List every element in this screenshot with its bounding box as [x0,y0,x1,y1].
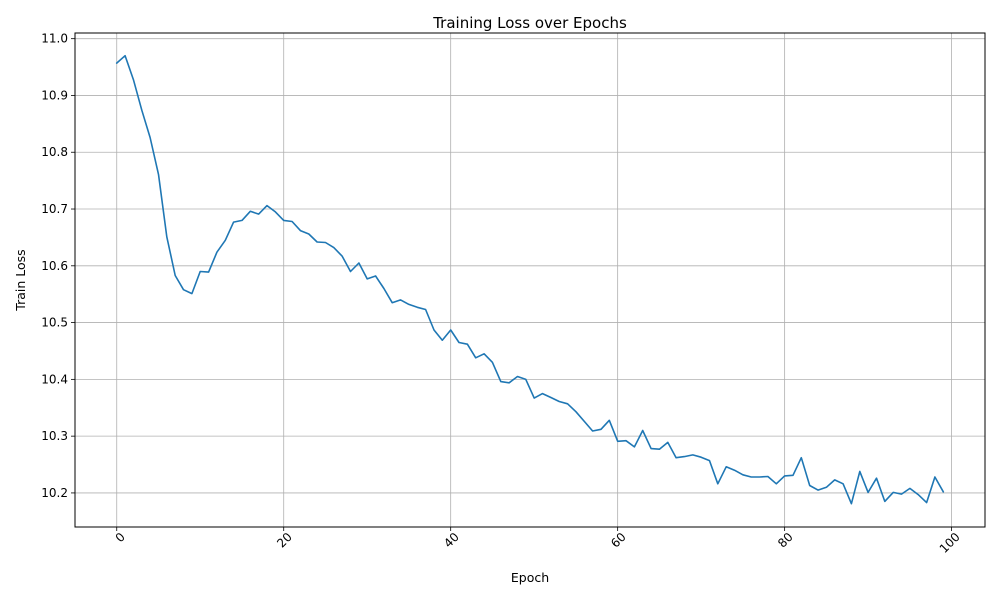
x-axis-label: Epoch [511,570,549,585]
plot-area-frame [74,32,986,528]
y-tick-label: 10.4 [41,372,68,386]
grid-lines [75,33,985,527]
train-loss-line [115,54,945,505]
y-tick-label: 10.9 [41,88,68,102]
y-tick-label: 10.7 [41,202,68,216]
y-tick-label: 10.5 [41,316,68,330]
y-axis-ticks: 10.2 10.3 10.4 10.5 10.6 10.7 10.8 10.9 11.0 [41,32,75,500]
y-tick-label: 10.8 [41,145,68,159]
y-tick-label: 10.6 [41,259,68,273]
y-tick-label: 10.2 [41,486,68,500]
y-tick-label: 10.3 [41,429,68,443]
chart-title: Training Loss over Epochs [432,14,627,32]
y-tick-label: 11.0 [41,32,68,46]
y-axis-label: Train Loss [13,249,28,311]
